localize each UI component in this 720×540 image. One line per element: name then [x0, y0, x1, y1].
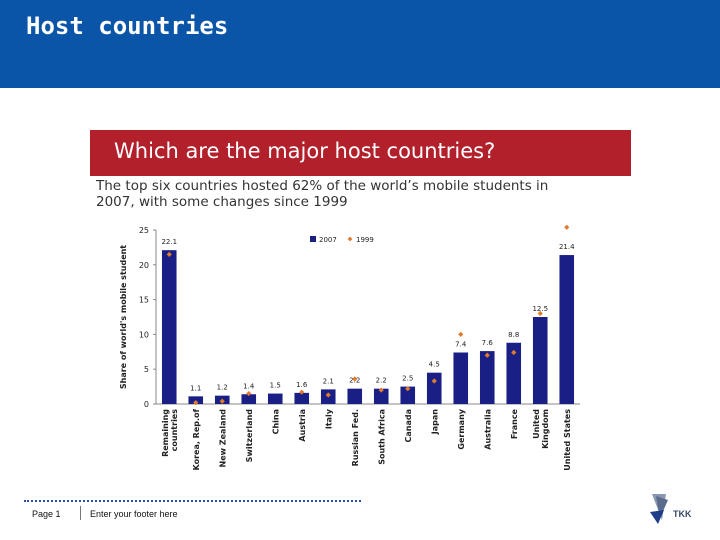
category-label-line: Italy: [324, 408, 333, 429]
bar-2007: [559, 255, 575, 404]
bar-value-label: 2.5: [402, 375, 413, 383]
bar-value-label: 4.5: [429, 361, 440, 369]
bar-value-label: 22.1: [161, 238, 177, 246]
category-label: Germany: [457, 408, 466, 449]
bar-2007: [267, 393, 283, 404]
marker-1999: [325, 392, 331, 398]
bar-value-label: 8.8: [508, 331, 519, 339]
category-label-line: Russian Fed.: [351, 409, 360, 466]
category-label: Korea, Rep.of: [192, 408, 201, 470]
category-label-line: Germany: [457, 408, 466, 449]
logo-text: TKK: [673, 509, 692, 519]
legend-marker-1999: [347, 236, 353, 242]
category-label-line: France: [510, 408, 519, 439]
y-tick-label: 10: [139, 330, 149, 339]
footer-divider: [24, 500, 361, 502]
legend-swatch-2007: [310, 236, 316, 242]
y-tick-label: 20: [139, 261, 149, 270]
bar-value-label: 1.6: [296, 381, 308, 389]
page-number: Page 1: [32, 509, 61, 519]
bar-value-label: 7.4: [455, 340, 467, 348]
category-label-line: United States: [563, 409, 572, 470]
category-label-line: Korea, Rep.of: [192, 408, 201, 470]
marker-1999: [564, 224, 570, 230]
category-label-line: Austria: [298, 409, 307, 442]
category-label: Switzerland: [245, 409, 254, 463]
bar-value-label: 1.1: [190, 384, 201, 392]
category-label: Canada: [404, 409, 413, 443]
category-label: Australia: [483, 409, 492, 450]
marker-1999: [219, 398, 225, 404]
bar-value-label: 1.5: [270, 382, 281, 390]
bar-2007: [400, 386, 416, 404]
category-label: France: [510, 408, 519, 439]
category-label: United States: [563, 409, 572, 470]
subtitle-line-2: 2007, with some changes since 1999: [96, 194, 348, 210]
bar-value-label: 1.2: [217, 384, 228, 392]
category-label-line: Kingdom: [541, 409, 550, 449]
category-label: UnitedKingdom: [532, 409, 550, 449]
category-label-line: New Zealand: [218, 409, 227, 468]
category-label: Italy: [324, 408, 333, 429]
category-label-line: China: [271, 409, 280, 434]
footer-text: Enter your footer here: [90, 509, 178, 519]
y-tick-label: 5: [144, 365, 149, 374]
bar-value-label: 21.4: [559, 243, 575, 251]
bar-2007: [532, 317, 548, 404]
marker-1999: [299, 389, 305, 395]
category-label-line: Australia: [483, 409, 492, 450]
bar-2007: [347, 388, 363, 404]
banner-text: Which are the major host countries?: [114, 139, 496, 163]
category-label: Japan: [430, 409, 439, 436]
category-label: New Zealand: [218, 409, 227, 468]
bar-2007: [241, 394, 257, 404]
marker-1999: [458, 331, 464, 337]
legend-label-2007: 2007: [319, 236, 337, 244]
category-label-line: Remaining: [161, 409, 170, 457]
marker-1999: [352, 376, 358, 382]
bar-2007: [453, 352, 469, 404]
slide-title: Host countries: [26, 12, 229, 40]
category-label-line: Canada: [404, 409, 413, 443]
y-tick-label: 25: [139, 226, 149, 235]
category-label-line: United: [532, 409, 541, 439]
bar-chart: 0 5 10 15 20 25 Share of world's mobile studen…: [119, 224, 580, 470]
bar-2007: [426, 372, 442, 404]
bar-value-label: 2.1: [323, 377, 334, 385]
category-label-line: Switzerland: [245, 409, 254, 463]
category-label: Russian Fed.: [351, 409, 360, 466]
bar-2007: [161, 250, 177, 404]
y-tick-label: 0: [144, 400, 149, 409]
bar-value-label: 2.2: [376, 377, 387, 385]
marker-1999: [484, 352, 490, 358]
marker-1999: [166, 251, 172, 257]
category-label-line: countries: [170, 409, 179, 452]
bar-value-label: 7.6: [482, 339, 494, 347]
chart-subtitle: The top six countries hosted 62% of the …: [96, 178, 616, 210]
bar-2007: [294, 392, 310, 404]
question-banner: Which are the major host countries?: [90, 130, 631, 176]
slide-header: Host countries: [0, 0, 720, 88]
marker-1999: [246, 390, 252, 397]
category-label: South Africa: [377, 409, 386, 465]
bar-2007: [373, 388, 389, 404]
legend-label-1999: 1999: [356, 236, 374, 244]
bar-2007: [479, 351, 495, 404]
y-axis-title: Share of world's mobile student: [119, 245, 128, 389]
category-label: China: [271, 409, 280, 434]
marker-1999: [193, 400, 199, 406]
marker-1999: [405, 386, 411, 392]
bar-value-label: 12.5: [532, 305, 548, 313]
category-label-line: South Africa: [377, 409, 386, 465]
footer-separator: [80, 506, 81, 520]
bar-value-label: 1.4: [243, 382, 255, 390]
y-tick-label: 15: [139, 296, 149, 305]
subtitle-line-1: The top six countries hosted 62% of the …: [96, 178, 549, 194]
tkk-logo-icon: [650, 494, 668, 524]
category-label: Remainingcountries: [161, 409, 179, 457]
bar-2007: [506, 342, 522, 404]
category-label: Austria: [298, 409, 307, 442]
category-label-line: Japan: [430, 409, 439, 436]
